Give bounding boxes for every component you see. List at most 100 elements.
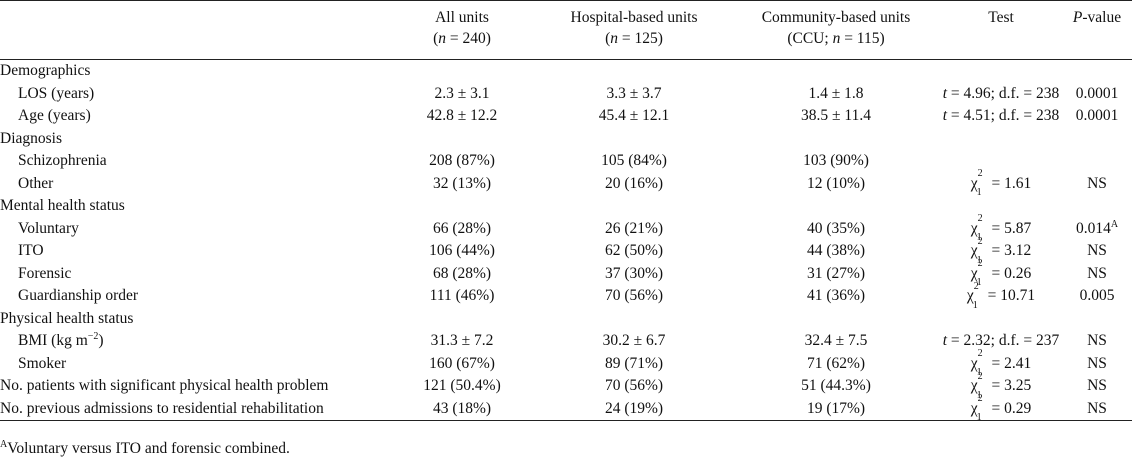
- cell-test: t = 4.51; d.f. = 238: [942, 107, 1060, 124]
- cell-community-units: 41 (36%): [806, 287, 866, 304]
- cell-hospital-units: 24 (19%): [604, 399, 664, 417]
- cell-all-units: 32 (13%): [432, 174, 492, 192]
- cell-all-units: 106 (44%): [429, 242, 495, 259]
- table-header: All units Hospital-based units Community…: [0, 0, 1132, 60]
- header-community-units: Community-based units: [761, 9, 911, 26]
- row-label: Forensic: [18, 264, 72, 282]
- cell-all-units: 42.8 ± 12.2: [426, 107, 498, 124]
- cell-community-units: 44 (38%): [806, 242, 866, 259]
- cell-all-units: 208 (87%): [429, 152, 495, 169]
- row-label: BMI (kg m−2): [18, 330, 104, 349]
- table-row: Smoker 160 (67%) 89 (71%) 71 (62%) χ21 = 2.4…: [0, 348, 1132, 379]
- row-label: ITO: [18, 242, 44, 259]
- cell-hospital-units: 70 (56%): [604, 287, 664, 304]
- table-row: LOS (years) 2.3 ± 3.1 3.3 ± 3.7 1.4 ± 1.8 t …: [0, 83, 1132, 106]
- cell-p-value: 0.014A: [1075, 218, 1119, 237]
- row-label: LOS (years): [18, 84, 95, 102]
- cell-hospital-units: 45.4 ± 12.1: [598, 107, 670, 124]
- cell-hospital-units: 26 (21%): [604, 219, 664, 237]
- cell-community-units: 19 (17%): [806, 399, 866, 417]
- cell-p-value: NS: [1087, 242, 1107, 259]
- cell-hospital-units: 3.3 ± 3.7: [606, 84, 662, 102]
- row-label: Schizophrenia: [18, 152, 107, 169]
- header-all-units: All units: [435, 9, 489, 26]
- table-row: Age (years) 42.8 ± 12.2 45.4 ± 12.1 38.5 ± …: [0, 105, 1132, 128]
- cell-p-value: NS: [1087, 174, 1107, 192]
- cell-test: χ21 = 10.71: [966, 280, 1036, 311]
- row-label: Smoker: [18, 354, 67, 372]
- cell-community-units: 12 (10%): [806, 174, 866, 192]
- cell-community-units: 71 (62%): [806, 354, 866, 372]
- header-test: Test: [988, 9, 1014, 26]
- cell-hospital-units: 89 (71%): [604, 354, 664, 372]
- cell-p-value: 0.0001: [1075, 84, 1119, 102]
- cell-test: χ21 = 0.26: [970, 258, 1032, 289]
- header-p-value: P-value: [1072, 9, 1122, 26]
- cell-community-units: 40 (35%): [806, 219, 866, 237]
- cell-all-units: 68 (28%): [432, 264, 492, 282]
- cell-community-units: 51 (44.3%): [801, 377, 871, 394]
- cell-test: χ21 = 1.61: [970, 168, 1032, 199]
- table-footnote: AVoluntary versus ITO and forensic combi…: [0, 438, 290, 458]
- cell-all-units: 160 (67%): [429, 354, 495, 372]
- cell-hospital-units: 37 (30%): [604, 264, 664, 282]
- cell-community-units: 38.5 ± 11.4: [801, 107, 871, 124]
- cell-test: χ21 = 5.87: [970, 213, 1032, 244]
- section-label: Diagnosis: [0, 129, 62, 147]
- section-label: Physical health status: [0, 309, 134, 327]
- header-p-blank: [1062, 28, 1132, 60]
- cell-hospital-units: 105 (84%): [601, 152, 667, 169]
- cell-community-units: 32.4 ± 7.5: [804, 332, 868, 349]
- cell-test: [940, 150, 1062, 173]
- cell-p-value: NS: [1087, 377, 1107, 394]
- cell-hospital-units: 20 (16%): [604, 174, 664, 192]
- header-stub: [0, 1, 388, 29]
- table-row: Forensic 68 (28%) 37 (30%) 31 (27%) χ21 = 0.…: [0, 258, 1132, 289]
- cell-p-value: NS: [1087, 264, 1107, 282]
- footnote-text: Voluntary versus ITO and forensic combin…: [7, 440, 290, 457]
- table-row: Schizophrenia 208 (87%) 105 (84%) 103 (90%): [0, 150, 1132, 173]
- cell-all-units: 66 (28%): [432, 219, 492, 237]
- cell-hospital-units: 30.2 ± 6.7: [602, 332, 666, 349]
- table-row: No. previous admissions to residential r…: [0, 393, 1132, 424]
- cell-test: χ21 = 3.25: [970, 370, 1032, 401]
- cell-test: χ21 = 0.29: [970, 393, 1032, 424]
- header-hospital-units: Hospital-based units: [570, 9, 698, 26]
- header-hospital-units-n: (n = 125): [605, 30, 663, 47]
- cell-test: t = 4.96; d.f. = 238: [942, 84, 1060, 102]
- cell-community-units: 103 (90%): [803, 152, 869, 169]
- footnote-marker: A: [0, 438, 8, 450]
- section-row: Demographics: [0, 60, 1132, 83]
- cell-p-value: NS: [1087, 399, 1107, 417]
- row-label: No. patients with significant physical h…: [0, 377, 329, 394]
- cell-p-value: NS: [1087, 354, 1107, 372]
- cell-all-units: 111 (46%): [429, 287, 495, 304]
- row-label: No. previous admissions to residential r…: [0, 399, 324, 417]
- cell-all-units: 31.3 ± 7.2: [430, 332, 494, 349]
- section-row: Mental health status: [0, 195, 1132, 218]
- cell-hospital-units: 62 (50%): [604, 242, 664, 259]
- table-row: No. patients with significant physical h…: [0, 370, 1132, 401]
- row-label: Other: [18, 174, 54, 192]
- cell-community-units: 31 (27%): [806, 264, 866, 282]
- cell-p-value: 0.005: [1079, 287, 1115, 304]
- section-row: Diagnosis: [0, 128, 1132, 151]
- header-all-units-n: (n = 240): [433, 30, 491, 47]
- cell-all-units: 121 (50.4%): [423, 377, 501, 394]
- table-row: ITO 106 (44%) 62 (50%) 44 (38%) χ21 = 3.12 NS: [0, 236, 1132, 265]
- table-row: Guardianship order 111 (46%) 70 (56%) 41 (3…: [0, 280, 1132, 311]
- cell-all-units: 2.3 ± 3.1: [434, 84, 490, 102]
- header-stub-2: [0, 28, 388, 60]
- row-label: Guardianship order: [18, 287, 139, 304]
- cell-test: χ21 = 2.41: [970, 348, 1032, 379]
- cell-hospital-units: 70 (56%): [604, 377, 664, 394]
- table-row: Voluntary 66 (28%) 26 (21%) 40 (35%) χ21 = 5…: [0, 213, 1132, 244]
- row-label: Voluntary: [18, 219, 79, 237]
- table-row: BMI (kg m−2) 31.3 ± 7.2 30.2 ± 6.7 32.4 ± 7…: [0, 330, 1132, 353]
- characteristics-table: All units Hospital-based units Community…: [0, 0, 1132, 424]
- header-test-blank: [940, 28, 1062, 60]
- header-community-units-n: (CCU; n = 115): [787, 30, 885, 47]
- header-p-italic: P: [1072, 9, 1083, 26]
- section-label: Demographics: [0, 62, 91, 79]
